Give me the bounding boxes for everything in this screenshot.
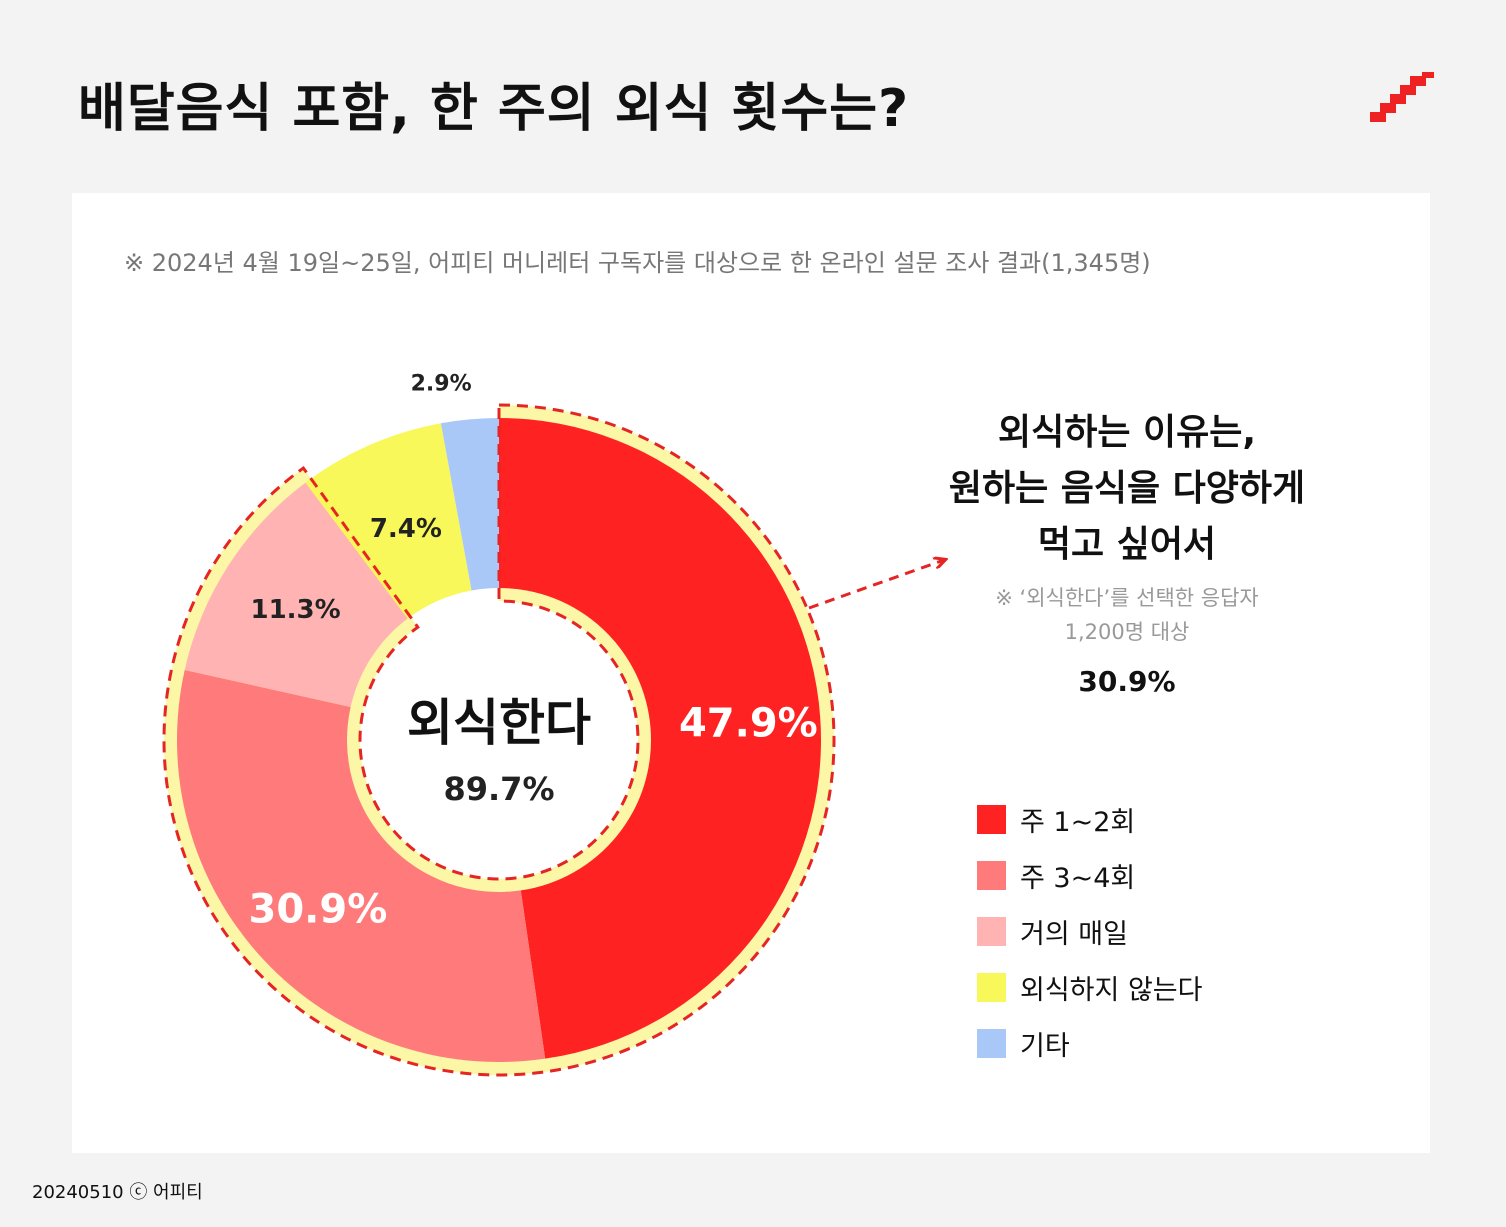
slice-label: 30.9% (249, 886, 388, 932)
callout-title-line: 먹고 싶어서 (1037, 524, 1217, 565)
callout-value: 30.9% (1078, 665, 1176, 698)
legend: 주 1~2회 주 3~4회 거의 매일 외식하지 않는다 기타 (977, 791, 1202, 1071)
legend-swatch (977, 804, 1006, 834)
legend-item: 거의 매일 (977, 903, 1202, 959)
legend-swatch (977, 860, 1006, 890)
callout-title: 외식하는 이유는, 원하는 음식을 다양하게 먹고 싶어서 (892, 405, 1362, 573)
callout-title-line: 외식하는 이유는, (997, 412, 1257, 453)
slice-label: 11.3% (251, 595, 341, 625)
callout-arrow (808, 560, 944, 610)
callout: 외식하는 이유는, 원하는 음식을 다양하게 먹고 싶어서 ※ ‘외식한다’를 … (892, 405, 1362, 698)
callout-title-line: 원하는 음식을 다양하게 (948, 468, 1306, 509)
slice-label: 7.4% (370, 514, 442, 544)
chart-card: ※ 2024년 4월 19일~25일, 어피티 머니레터 구독자를 대상으로 한… (72, 193, 1430, 1153)
survey-note: ※ 2024년 4월 19일~25일, 어피티 머니레터 구독자를 대상으로 한… (124, 249, 1151, 277)
pie-slice (499, 418, 822, 1059)
legend-label: 거의 매일 (1020, 918, 1128, 950)
legend-swatch (977, 1028, 1006, 1058)
center-value: 89.7% (443, 770, 554, 808)
callout-note-line: ※ ‘외식한다’를 선택한 응답자 (995, 586, 1259, 610)
legend-label: 외식하지 않는다 (1020, 974, 1203, 1006)
pie-slice (184, 482, 408, 707)
legend-item: 주 3~4회 (977, 847, 1202, 903)
footer-credit: 20240510 ⓒ 어피티 (32, 1182, 203, 1203)
legend-label: 주 1~2회 (1020, 806, 1136, 838)
legend-label: 기타 (1020, 1030, 1070, 1062)
pie-slice (305, 423, 472, 619)
stairs-logo-icon (1370, 72, 1434, 122)
legend-item: 외식하지 않는다 (977, 959, 1202, 1015)
donut-chart: 47.9% 30.9% 11.3% 7.4% 2.9% 외식한다 89.7% (162, 372, 1430, 1077)
callout-note-line: 1,200명 대상 (1064, 620, 1190, 644)
slice-labels: 47.9% 30.9% 11.3% 7.4% 2.9% (249, 372, 818, 933)
callout-note: ※ ‘외식한다’를 선택한 응답자 1,200명 대상 (892, 581, 1362, 649)
legend-item: 주 1~2회 (977, 791, 1202, 847)
legend-item: 기타 (977, 1015, 1202, 1071)
center-label: 외식한다 (407, 694, 591, 752)
slice-label: 47.9% (679, 700, 818, 746)
slice-label: 2.9% (411, 372, 472, 397)
page-title: 배달음식 포함, 한 주의 외식 횟수는? (78, 79, 910, 139)
legend-label: 주 3~4회 (1020, 862, 1136, 894)
legend-swatch (977, 916, 1006, 946)
pie-slice (177, 670, 546, 1062)
donut-slices (177, 418, 822, 1062)
pie-slice (440, 418, 499, 591)
legend-swatch (977, 972, 1006, 1002)
dashed-outline (162, 403, 836, 1077)
dashed-group-outline (162, 403, 836, 1077)
